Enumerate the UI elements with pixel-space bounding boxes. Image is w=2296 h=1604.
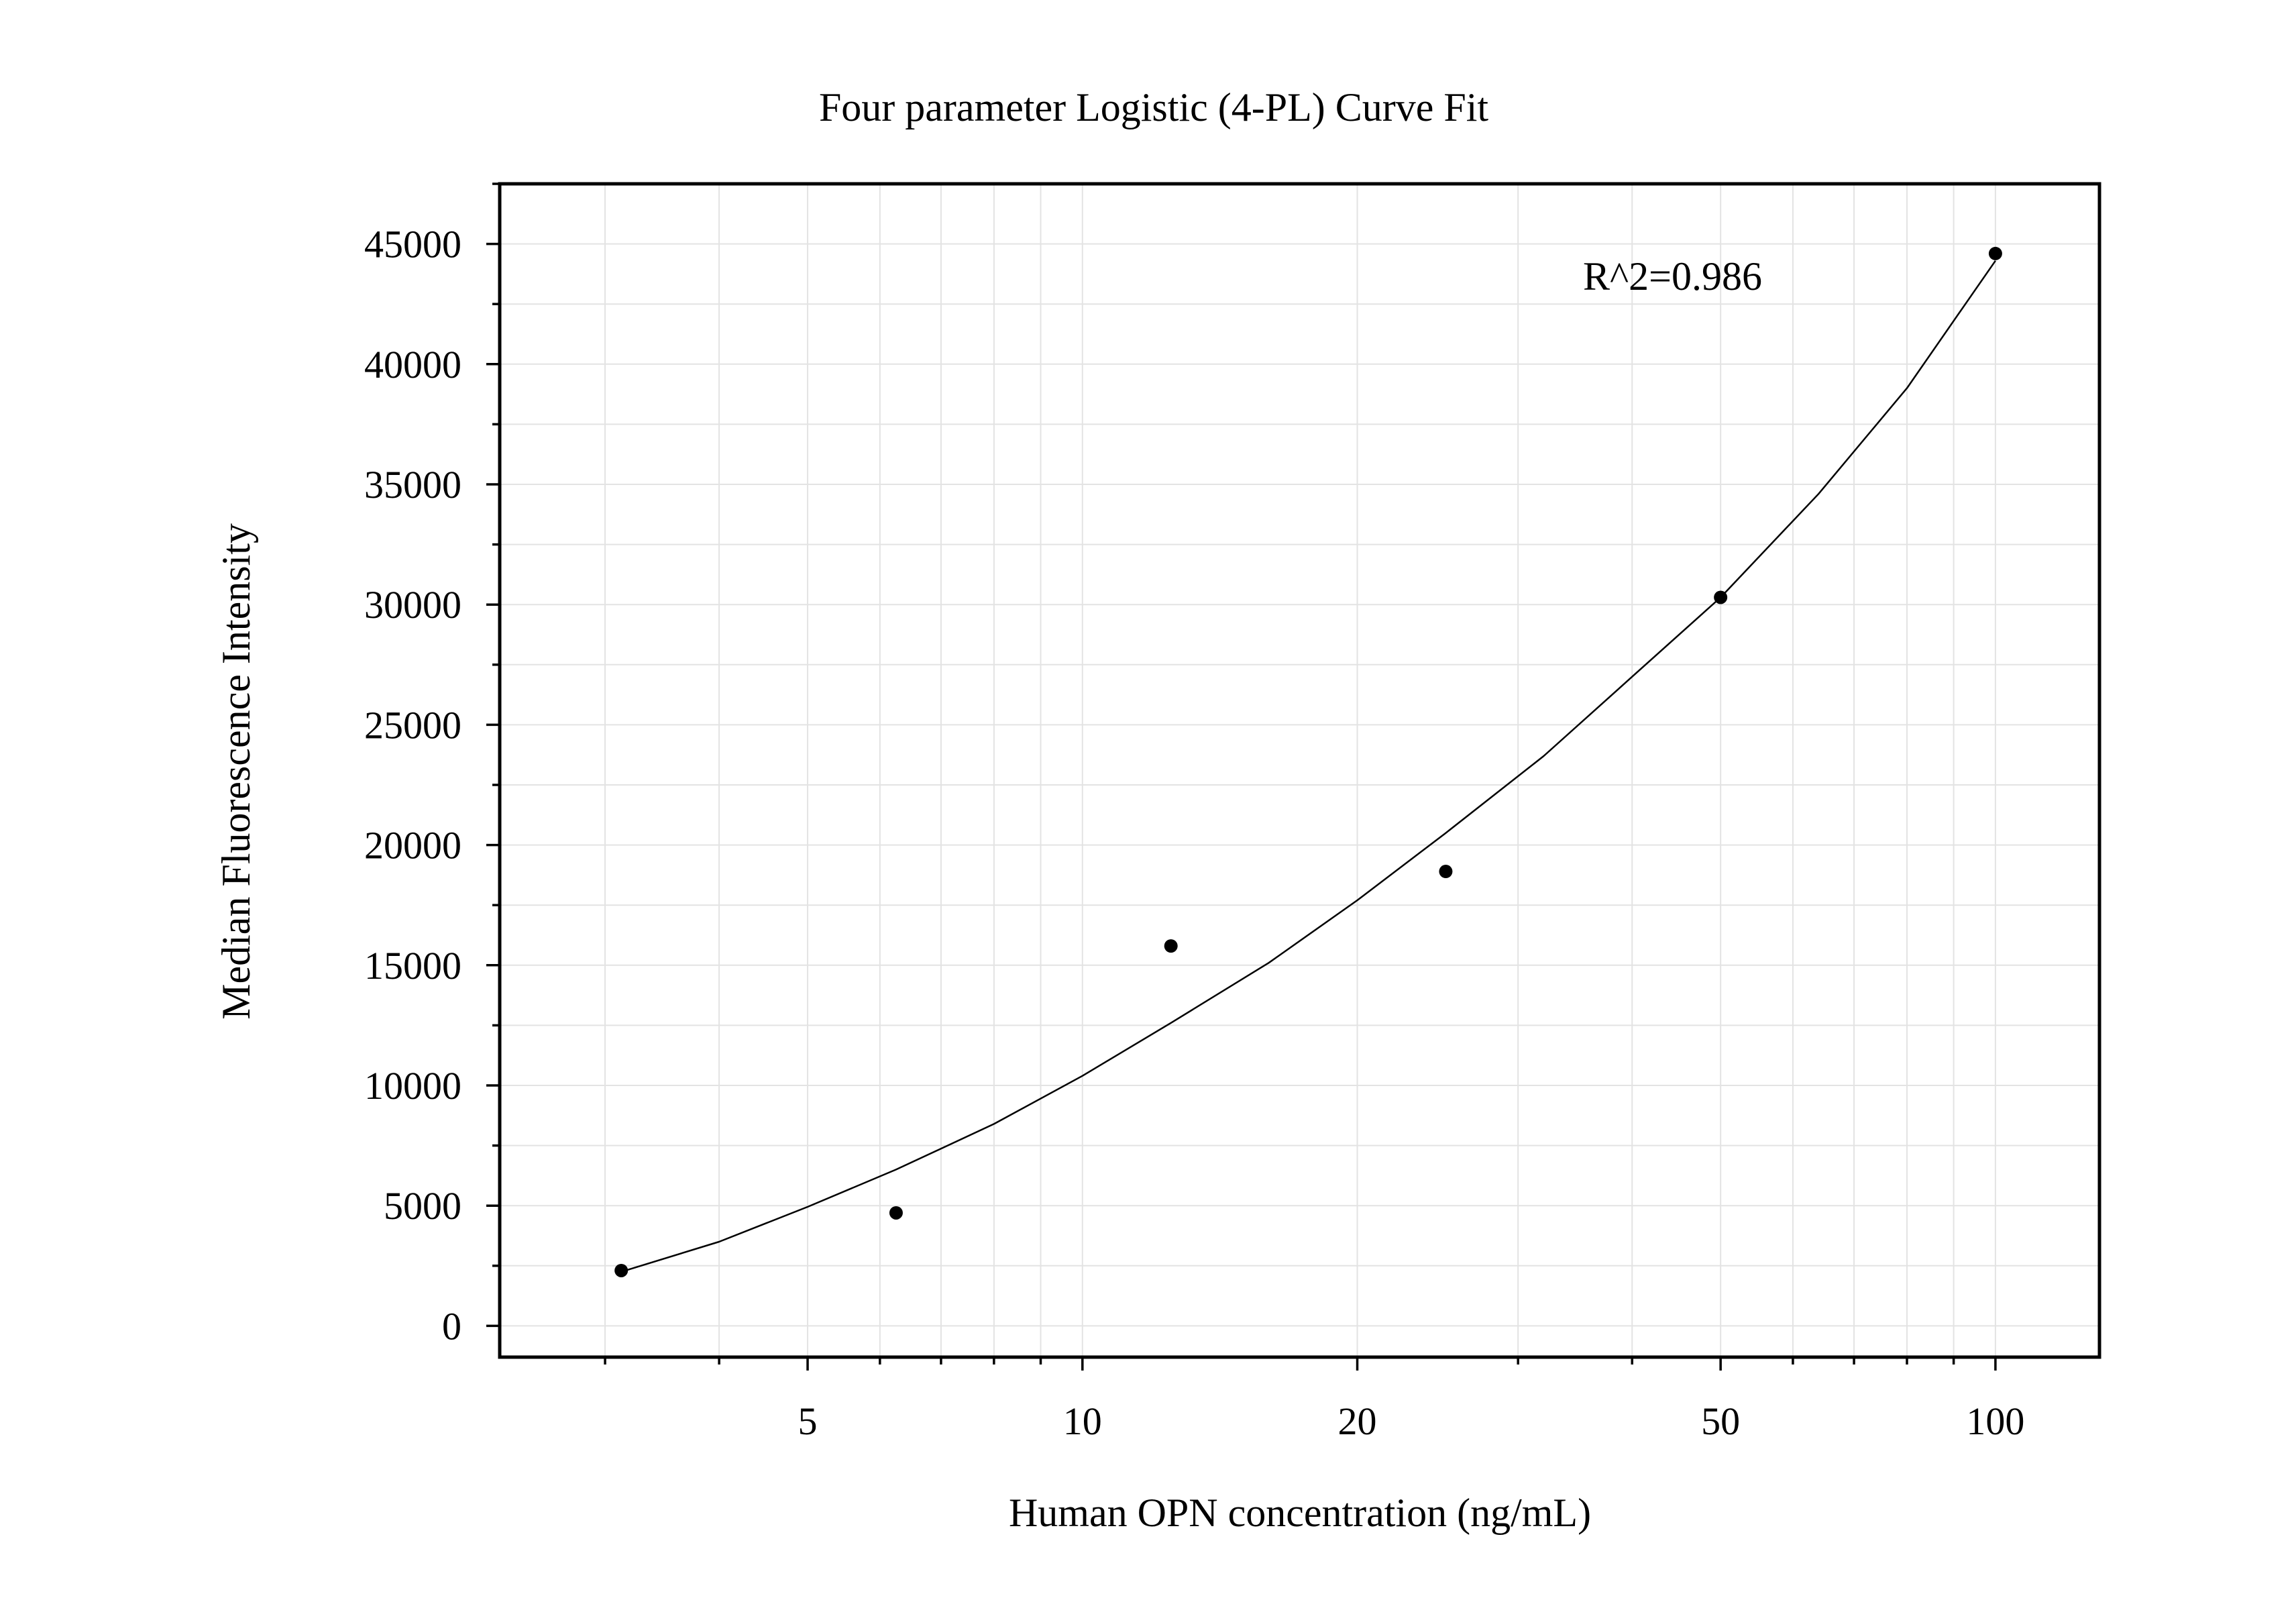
y-tick-label: 15000 [364,944,461,987]
fit-curve-layer [620,260,1996,1273]
data-point [1164,939,1178,953]
x-axis-label: Human OPN concentration (ng/mL) [1009,1491,1591,1535]
fit-curve [620,260,1996,1273]
y-tick-label: 25000 [364,703,461,747]
y-tick-label: 35000 [364,463,461,506]
data-point [889,1206,903,1220]
x-tick-label: 50 [1701,1399,1740,1443]
grid [500,183,2099,1357]
y-tick-label: 5000 [384,1184,461,1228]
r-squared-annotation: R^2=0.986 [1583,254,1762,299]
x-axis: 5 10 20 50 100 [604,1357,2024,1443]
y-tick-label: 20000 [364,824,461,867]
y-tick-label: 30000 [364,583,461,627]
x-tick-label: 10 [1063,1399,1102,1443]
y-tick-label: 40000 [364,343,461,386]
y-tick-label: 0 [442,1304,461,1348]
y-axis: 0 5000 10000 15000 20000 25000 30000 35000 40000… [364,182,500,1348]
y-tick-label: 10000 [364,1064,461,1108]
data-point [1439,865,1453,879]
data-point [614,1263,628,1277]
y-axis-label: Median Fluorescence Intensity [214,523,258,1020]
y-tick-label: 45000 [364,223,461,266]
plot-frame [498,182,2101,1359]
x-tick-label: 5 [798,1399,818,1443]
x-tick-label: 20 [1338,1399,1377,1443]
data-points [614,246,2002,1277]
chart-title: Four parameter Logistic (4-PL) Curve Fit [819,85,1488,129]
x-tick-label: 100 [1966,1399,2024,1443]
data-point [1714,590,1728,604]
data-point [1988,246,2002,260]
